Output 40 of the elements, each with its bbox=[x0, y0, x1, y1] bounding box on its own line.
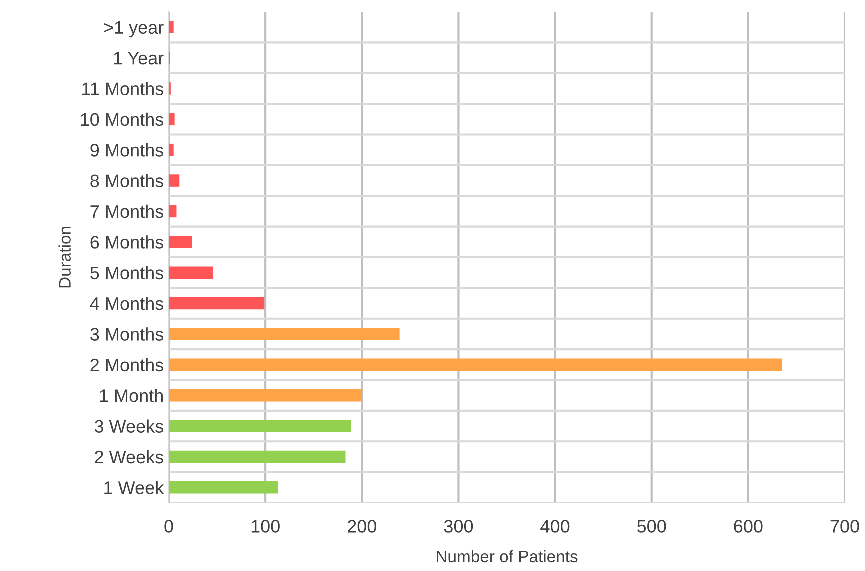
y-tick-label: 9 Months bbox=[90, 144, 164, 157]
bar bbox=[169, 482, 278, 494]
y-tick-label: 5 Months bbox=[90, 266, 164, 280]
x-tick-label: 0 bbox=[164, 520, 174, 533]
bar bbox=[169, 266, 214, 279]
y-tick-label: 1 Year bbox=[114, 52, 164, 65]
y-tick-label: 11 Months bbox=[82, 82, 164, 96]
y-tick-label: 1 Week bbox=[104, 481, 164, 494]
y-tick-label: 6 Months bbox=[90, 236, 164, 249]
bar bbox=[169, 389, 362, 402]
y-tick-label: 1 Month bbox=[100, 389, 163, 402]
y-tick-label: 8 Months bbox=[90, 174, 164, 188]
bar bbox=[169, 205, 177, 218]
x-axis-title: Number of Patients bbox=[437, 550, 578, 563]
bar bbox=[169, 174, 180, 187]
y-axis-title: Duration bbox=[58, 227, 71, 288]
x-tick-label: 100 bbox=[252, 520, 280, 533]
y-tick-label: 2 Months bbox=[90, 358, 164, 372]
y-tick-label: 4 Months bbox=[90, 296, 164, 310]
y-tick-label: 3 Months bbox=[90, 328, 164, 341]
bar bbox=[169, 450, 346, 464]
bar bbox=[169, 328, 400, 340]
y-tick-label: 3 Weeks bbox=[94, 420, 164, 433]
bar bbox=[169, 420, 352, 432]
x-tick-label: 400 bbox=[540, 520, 570, 533]
bar bbox=[169, 358, 782, 372]
x-tick-label: 600 bbox=[734, 520, 763, 533]
x-tick-label: 300 bbox=[444, 520, 474, 533]
y-tick-label: >1 year bbox=[104, 21, 164, 38]
bar bbox=[169, 21, 174, 34]
y-tick-label: 10 Months bbox=[81, 112, 164, 126]
x-tick-label: 200 bbox=[348, 520, 376, 533]
x-tick-label: 700 bbox=[830, 520, 860, 533]
x-tick-label: 500 bbox=[638, 520, 666, 533]
bar bbox=[169, 144, 174, 156]
y-tick-label: 2 Weeks bbox=[95, 450, 164, 464]
bar bbox=[169, 236, 192, 248]
bar bbox=[169, 297, 265, 310]
y-tick-label: 7 Months bbox=[90, 204, 164, 218]
bar bbox=[169, 113, 175, 126]
